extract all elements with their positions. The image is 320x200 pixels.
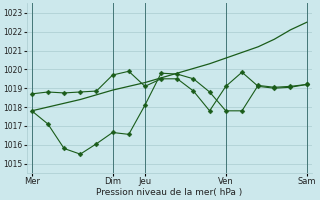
X-axis label: Pression niveau de la mer( hPa ): Pression niveau de la mer( hPa ) [96, 188, 242, 197]
